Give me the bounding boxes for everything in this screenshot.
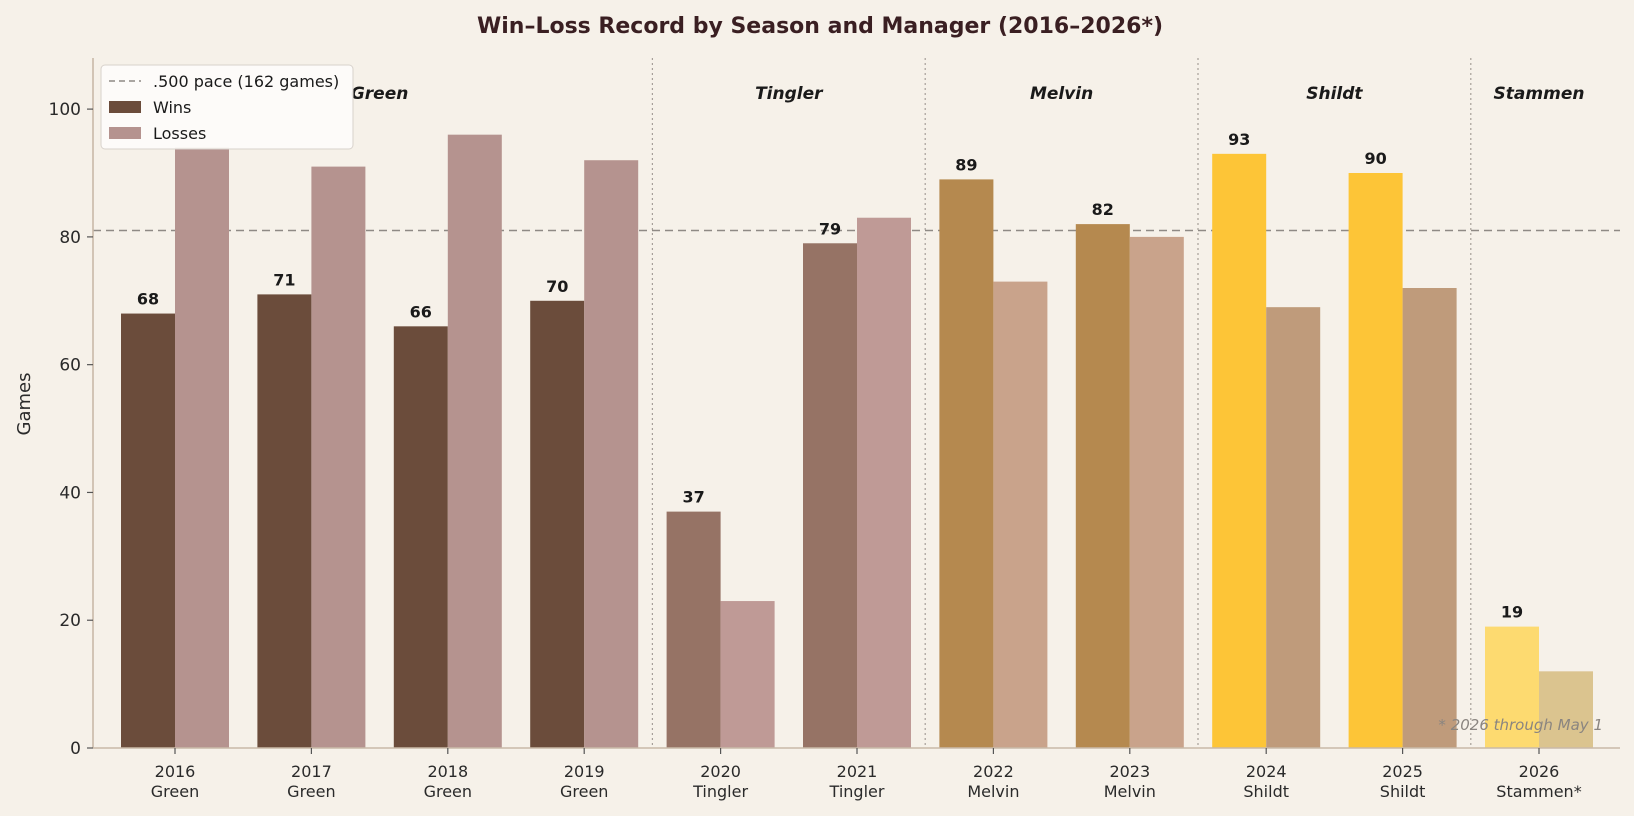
legend: .500 pace (162 games) Wins Losses xyxy=(100,64,354,150)
x-tick-year: 2020 xyxy=(700,762,741,781)
legend-box xyxy=(100,64,354,150)
value-labels-layer: 68 71 66 70 37 79 89 82 93 90 19 xyxy=(137,130,1523,622)
wins-value-label: 70 xyxy=(546,277,568,296)
wins-bar xyxy=(666,511,721,748)
legend-patch-swatch xyxy=(109,127,141,139)
wins-value-label: 19 xyxy=(1501,603,1523,622)
manager-group-label: Stammen xyxy=(1494,84,1585,104)
x-tick-manager: Green xyxy=(151,782,199,801)
y-tick-label: 100 xyxy=(49,100,81,120)
x-tick-year: 2025 xyxy=(1382,762,1423,781)
wins-bar xyxy=(121,313,175,748)
x-tick-year: 2018 xyxy=(427,762,468,781)
x-tick-year: 2017 xyxy=(291,762,332,781)
x-tick-manager: Green xyxy=(287,782,335,801)
legend-label: Wins xyxy=(153,98,191,117)
axes-layer: 0204060801002016Green2017Green2018Green2… xyxy=(49,58,1620,801)
losses-bar xyxy=(857,217,911,748)
x-tick-manager: Melvin xyxy=(1104,782,1156,801)
losses-bar xyxy=(1402,288,1457,748)
x-tick-year: 2023 xyxy=(1109,762,1150,781)
wins-bar xyxy=(803,243,857,748)
wins-value-label: 71 xyxy=(273,270,295,289)
wins-bar xyxy=(257,294,312,748)
losses-bar xyxy=(1539,671,1593,748)
wins-bar xyxy=(530,300,585,748)
wins-value-label: 89 xyxy=(955,155,977,174)
y-tick-label: 40 xyxy=(59,483,81,503)
x-tick-year: 2019 xyxy=(564,762,605,781)
wins-bar xyxy=(1348,173,1403,748)
losses-bar xyxy=(1129,236,1184,748)
footnote: * 2026 through May 1 xyxy=(1438,716,1603,734)
legend-patch-swatch xyxy=(109,101,141,113)
wins-bar xyxy=(939,179,994,748)
y-tick-label: 0 xyxy=(70,739,81,759)
x-tick-manager: Shildt xyxy=(1380,782,1426,801)
chart-title: Win–Loss Record by Season and Manager (2… xyxy=(477,14,1163,39)
wins-value-label: 93 xyxy=(1228,130,1250,149)
wins-bar xyxy=(393,326,448,748)
losses-bar xyxy=(584,160,639,748)
x-tick-manager: Green xyxy=(560,782,608,801)
manager-group-label: Green xyxy=(351,84,409,104)
legend-label: .500 pace (162 games) xyxy=(153,72,339,91)
x-tick-manager: Shildt xyxy=(1243,782,1289,801)
wins-bar xyxy=(1485,626,1539,748)
y-tick-label: 20 xyxy=(59,611,81,631)
manager-group-label: Tingler xyxy=(755,84,824,104)
losses-bar xyxy=(1266,307,1321,748)
y-tick-label: 80 xyxy=(59,228,81,248)
losses-bar xyxy=(311,166,366,749)
manager-labels-layer: Green Tingler Melvin Shildt Stammen xyxy=(351,84,1585,104)
wins-value-label: 90 xyxy=(1364,149,1386,168)
bars-layer xyxy=(121,134,1593,749)
x-tick-manager: Green xyxy=(424,782,472,801)
y-axis-label: Games xyxy=(14,373,35,436)
wins-value-label: 68 xyxy=(137,290,159,309)
wins-bar xyxy=(1212,153,1267,749)
x-tick-year: 2016 xyxy=(155,762,196,781)
y-tick-label: 60 xyxy=(59,356,81,376)
losses-bar xyxy=(175,147,229,748)
x-tick-manager: Melvin xyxy=(967,782,1019,801)
wins-value-label: 79 xyxy=(819,219,841,238)
losses-bar xyxy=(993,281,1048,748)
manager-separators xyxy=(651,58,1472,748)
x-tick-year: 2024 xyxy=(1246,762,1287,781)
losses-bar xyxy=(720,601,775,748)
wins-value-label: 82 xyxy=(1092,200,1114,219)
x-tick-year: 2026 xyxy=(1519,762,1560,781)
manager-group-label: Melvin xyxy=(1030,84,1093,104)
wins-value-label: 66 xyxy=(410,302,432,321)
x-tick-manager: Stammen* xyxy=(1496,782,1581,801)
x-tick-year: 2021 xyxy=(837,762,878,781)
x-tick-year: 2022 xyxy=(973,762,1014,781)
manager-group-label: Shildt xyxy=(1306,84,1363,104)
x-tick-manager: Tingler xyxy=(829,782,885,801)
x-tick-manager: Tingler xyxy=(692,782,748,801)
legend-label: Losses xyxy=(153,124,206,143)
wins-bar xyxy=(1075,224,1130,749)
wins-value-label: 37 xyxy=(682,488,704,507)
losses-bar xyxy=(447,134,502,748)
